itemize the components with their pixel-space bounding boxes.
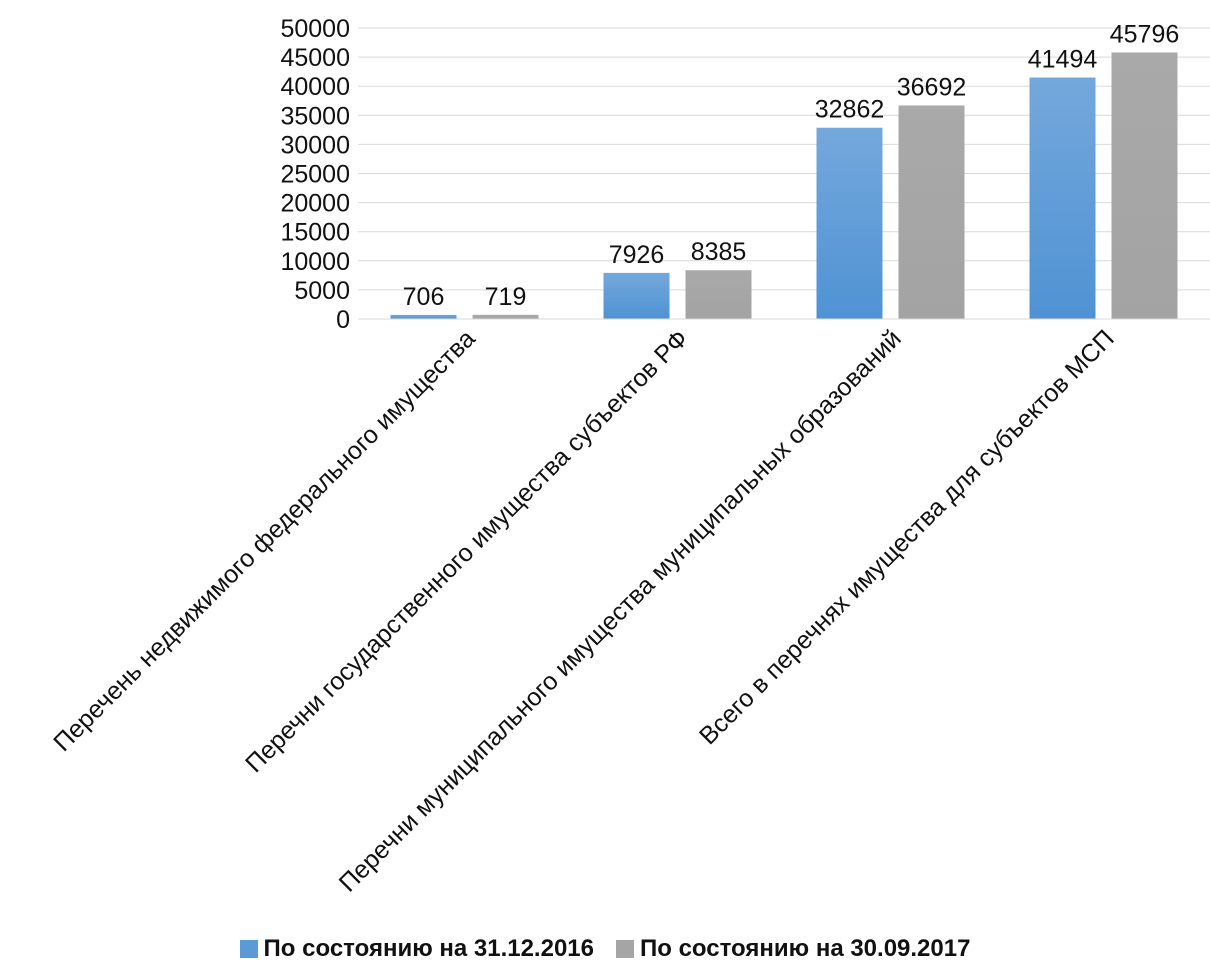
y-tick-label: 0 (336, 306, 350, 334)
bar-series1-cat3 (1111, 52, 1178, 319)
legend-label-2016: По состоянию на 31.12.2016 (263, 935, 594, 962)
y-tick-label: 35000 (280, 102, 350, 130)
legend: По состоянию на 31.12.2016 По состоянию … (0, 935, 1210, 963)
y-tick-label: 20000 (280, 190, 350, 218)
data-label-series0-cat3: 41494 (1028, 46, 1098, 74)
bar-series1-cat2 (898, 105, 965, 319)
x-category-label: Всего в перечнях имущества для субъектов… (694, 324, 1120, 750)
x-category-label: Перечни государственного имущества субъе… (240, 324, 694, 778)
y-tick-label: 45000 (280, 44, 350, 72)
bar-series0-cat2 (816, 127, 883, 319)
bar-series0-cat3 (1029, 77, 1096, 320)
bar-series1-cat1 (685, 270, 752, 319)
data-label-series1-cat2: 36692 (897, 73, 967, 101)
data-label-series1-cat3: 45796 (1110, 20, 1180, 48)
bars (390, 52, 1178, 320)
legend-label-2017: По состоянию на 30.09.2017 (640, 935, 971, 962)
y-tick-label: 25000 (280, 161, 350, 189)
y-tick-label: 15000 (280, 219, 350, 247)
bar-chart: 0500010000150002000025000300003500040000… (48, 15, 1210, 898)
bar-series0-cat0 (390, 314, 457, 319)
legend-swatch-2017 (616, 940, 634, 958)
x-axis: Перечень недвижимого федерального имущес… (48, 318, 1210, 898)
data-label-series0-cat2: 32862 (815, 96, 885, 124)
y-axis: 0500010000150002000025000300003500040000… (280, 15, 350, 334)
bar-series0-cat1 (603, 272, 670, 319)
data-label-series0-cat1: 7926 (609, 241, 665, 269)
data-label-series1-cat0: 719 (485, 283, 527, 311)
data-label-series0-cat0: 706 (403, 283, 445, 311)
x-category-label: Перечень недвижимого федерального имущес… (48, 324, 481, 757)
data-label-series1-cat1: 8385 (691, 238, 747, 266)
y-tick-label: 40000 (280, 73, 350, 101)
y-tick-label: 5000 (294, 277, 350, 305)
legend-item-2017: По состоянию на 30.09.2017 (616, 935, 970, 963)
y-tick-label: 30000 (280, 131, 350, 159)
bar-series1-cat0 (472, 314, 539, 319)
y-tick-label: 10000 (280, 248, 350, 276)
gridlines (358, 27, 1210, 320)
legend-swatch-2016 (239, 940, 258, 958)
y-tick-label: 50000 (280, 15, 350, 43)
data-labels: 706 7926 32862 41494 719 8385 36692 45796 (403, 20, 1180, 310)
legend-item-2016: По состоянию на 31.12.2016 (239, 935, 594, 963)
